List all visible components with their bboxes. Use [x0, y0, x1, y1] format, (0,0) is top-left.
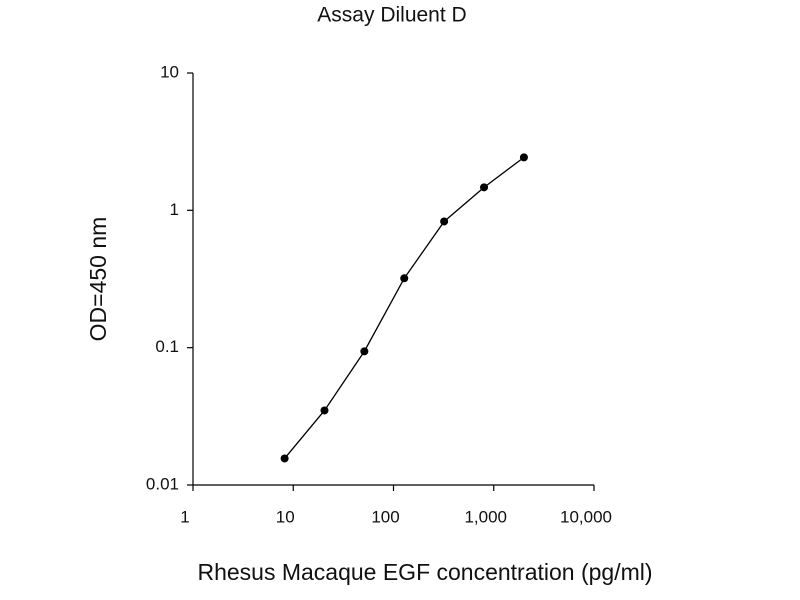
y-tick-label: 0.01 [146, 474, 179, 493]
data-point [280, 454, 289, 463]
y-tick-label: 0.1 [155, 337, 179, 356]
data-point [440, 217, 449, 226]
data-line [284, 156, 525, 459]
x-axis-label: Rhesus Macaque EGF concentration (pg/ml) [197, 559, 652, 585]
y-axis-label: OD=450 nm [85, 217, 111, 342]
x-tick-label: 1 [180, 507, 189, 526]
data-point [320, 406, 329, 415]
y-tick-label: 1 [170, 200, 179, 219]
data-point [400, 274, 409, 283]
chart-title: Assay Diluent D [317, 4, 466, 27]
y-tick-label: 10 [160, 62, 179, 81]
data-point [519, 153, 528, 162]
x-tick-label: 10 [276, 507, 295, 526]
data-point [480, 183, 489, 192]
x-tick-label: 1,000 [464, 507, 507, 526]
x-tick-label: 100 [371, 507, 399, 526]
data-point [360, 347, 369, 356]
x-tick-label: 10,000 [560, 507, 612, 526]
